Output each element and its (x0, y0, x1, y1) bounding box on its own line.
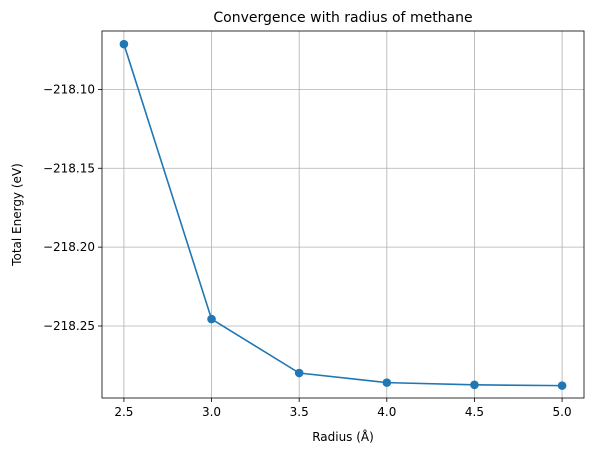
data-point (557, 381, 567, 390)
y-tick-label: −218.25 (43, 319, 95, 333)
plot-frame (101, 30, 585, 399)
x-tick-label: 5.0 (553, 405, 572, 419)
x-axis-ticks: 2.5 3.0 3.5 4.0 4.5 5.0 (114, 398, 572, 419)
x-tick-label: 4.0 (377, 405, 396, 419)
series-layer (119, 39, 567, 390)
y-tick-label: −218.20 (43, 240, 95, 254)
x-tick-label: 3.0 (202, 405, 221, 419)
data-point (207, 314, 216, 324)
y-tick-label: −218.10 (43, 82, 95, 96)
x-tick-label: 4.5 (465, 405, 484, 419)
x-tick-label: 3.5 (290, 405, 309, 419)
x-tick-label: 2.5 (114, 405, 133, 419)
data-point (294, 368, 304, 378)
y-axis-ticks: −218.10 −218.15 −218.20 −218.25 (43, 82, 102, 333)
x-axis-label: Radius (Å) (312, 429, 374, 444)
grid (102, 31, 584, 398)
data-point (470, 380, 479, 390)
data-point (382, 378, 392, 387)
chart-title: Convergence with radius of methane (213, 10, 472, 26)
series-line (123, 43, 563, 387)
y-tick-label: −218.15 (43, 161, 95, 175)
data-point (119, 39, 129, 49)
y-axis-label: Total Energy (eV) (10, 163, 24, 267)
